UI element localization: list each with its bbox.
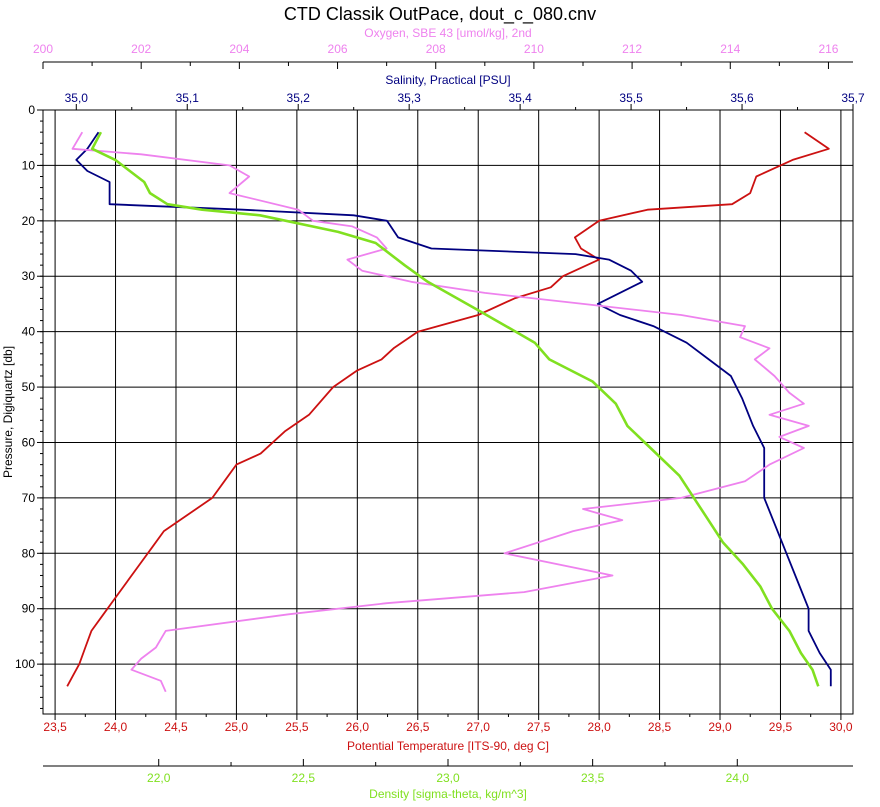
y-tick-label: 40 (22, 325, 36, 339)
x-tick-label-temperature: 28,5 (648, 720, 672, 734)
y-tick-label: 100 (15, 657, 35, 671)
x-tick-label-temperature: 25,0 (225, 720, 249, 734)
x-tick-label-oxygen: 210 (524, 42, 544, 56)
x-tick-label-oxygen: 216 (818, 42, 838, 56)
grid-lines (43, 109, 853, 714)
x-tick-label-salinity: 35,0 (65, 91, 89, 105)
x-tick-label-oxygen: 214 (720, 42, 740, 56)
x-tick-label-salinity: 35,1 (176, 91, 200, 105)
y-tick-label: 70 (22, 491, 36, 505)
x-axis-title-density: Density [sigma-theta, kg/m^3] (369, 787, 527, 801)
x-tick-label-density: 23,5 (581, 771, 605, 785)
y-tick-label: 90 (22, 602, 36, 616)
x-tick-label-temperature: 27,0 (467, 720, 491, 734)
x-tick-label-temperature: 23,5 (43, 720, 67, 734)
x-tick-label-temperature: 26,5 (406, 720, 430, 734)
x-tick-label-salinity: 35,2 (287, 91, 311, 105)
x-tick-label-density: 23,0 (436, 771, 460, 785)
chart-title: CTD Classik OutPace, dout_c_080.cnv (284, 4, 596, 25)
x-axis-title-salinity: Salinity, Practical [PSU] (385, 73, 510, 87)
y-axis-label: Pressure, Digiquartz [db] (1, 346, 15, 478)
x-tick-label-salinity: 35,5 (619, 91, 643, 105)
x-tick-label-oxygen: 208 (426, 42, 446, 56)
x-tick-label-temperature: 29,0 (708, 720, 732, 734)
x-tick-label-salinity: 35,6 (730, 91, 754, 105)
series-line-oxygen (71, 131, 810, 693)
x-tick-label-temperature: 29,5 (769, 720, 793, 734)
y-tick-label: 10 (22, 158, 36, 172)
x-tick-label-density: 22,5 (292, 771, 316, 785)
x-tick-label-temperature: 24,5 (164, 720, 188, 734)
y-tick-label: 60 (22, 435, 36, 449)
x-tick-label-temperature: 25,5 (285, 720, 309, 734)
y-tick-label: 80 (22, 546, 36, 560)
y-tick-label: 20 (22, 214, 36, 228)
x-axis-title-oxygen: Oxygen, SBE 43 [umol/kg], 2nd (364, 26, 531, 40)
y-tick-label: 0 (28, 103, 35, 117)
series-lines (66, 131, 832, 693)
series-line-temperature (66, 131, 830, 687)
x-tick-label-temperature: 27,5 (527, 720, 551, 734)
x-tick-label-density: 24,0 (726, 771, 750, 785)
x-tick-label-salinity: 35,4 (508, 91, 532, 105)
x-axis-title-temperature: Potential Temperature [ITS-90, deg C] (347, 739, 549, 753)
series-line-density (90, 131, 820, 687)
x-tick-label-temperature: 30,0 (829, 720, 853, 734)
x-tick-label-temperature: 28,0 (587, 720, 611, 734)
x-tick-label-salinity: 35,3 (397, 91, 421, 105)
x-tick-label-temperature: 26,0 (346, 720, 370, 734)
plot-frame (42, 109, 854, 715)
x-tick-label-density: 22,0 (147, 771, 171, 785)
x-tick-label-oxygen: 202 (131, 42, 151, 56)
x-tick-label-oxygen: 200 (33, 42, 53, 56)
x-tick-label-oxygen: 204 (229, 42, 249, 56)
x-tick-label-temperature: 24,0 (104, 720, 128, 734)
y-tick-label: 50 (22, 380, 36, 394)
series-line-salinity (75, 131, 832, 687)
x-tick-label-salinity: 35,7 (841, 91, 865, 105)
x-tick-label-oxygen: 212 (622, 42, 642, 56)
axes: 0 10 20 30 40 50 60 70 80 90 100 Pressure, Digiquar… (1, 26, 865, 801)
y-tick-label: 30 (22, 269, 36, 283)
x-tick-label-oxygen: 206 (328, 42, 348, 56)
